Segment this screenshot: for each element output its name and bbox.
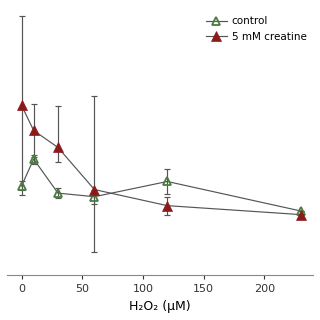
Legend: control, 5 mM creatine: control, 5 mM creatine: [202, 12, 311, 46]
X-axis label: H₂O₂ (μM): H₂O₂ (μM): [129, 300, 191, 313]
